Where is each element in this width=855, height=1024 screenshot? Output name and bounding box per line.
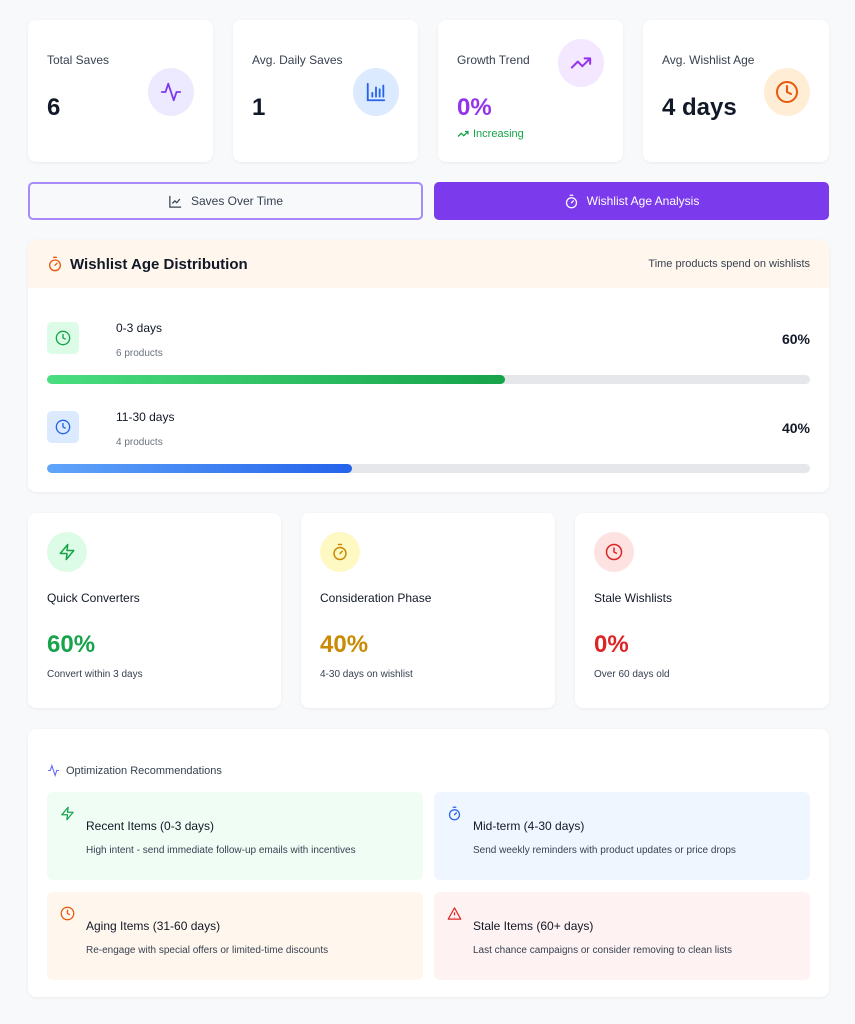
line-chart-icon [169,195,182,208]
stat-label: Avg. Wishlist Age [662,53,755,67]
recommendation-stale-items: Stale Items (60+ days) Last chance campa… [434,892,810,980]
stat-card-total-saves: Total Saves 6 [28,20,213,162]
bar-chart-icon [353,68,399,116]
stat-value: 0% [457,94,492,121]
recommendation-title: Stale Items (60+ days) [473,919,594,933]
segment-subtitle: Convert within 3 days [47,669,143,680]
recommendations-header: Optimization Recommendations [47,764,222,777]
distribution-header: Wishlist Age Distribution Time products … [28,240,829,288]
recommendation-desc: Re-engage with special offers or limited… [86,945,329,956]
tab-label: Wishlist Age Analysis [586,194,700,208]
timer-icon [448,806,461,821]
progress-fill [47,464,353,473]
zap-icon [47,532,87,572]
stat-label: Avg. Daily Saves [252,53,343,67]
recommendation-desc: Last chance campaigns or consider removi… [473,945,733,956]
segment-subtitle: Over 60 days old [594,669,670,680]
stat-card-avg-daily-saves: Avg. Daily Saves 1 [233,20,418,162]
stat-label: Total Saves [47,53,110,67]
distribution-title: Wishlist Age Distribution [70,255,248,273]
tab-label: Saves Over Time [190,194,284,208]
segment-title: Consideration Phase [320,591,432,605]
segment-value: 0% [594,631,629,658]
stat-card-growth-trend: Growth Trend 0% Increasing [438,20,623,162]
product-count: 4 products [116,437,163,448]
recommendation-desc: Send weekly reminders with product updat… [473,845,736,856]
distribution-subtitle: Time products spend on wishlists [648,258,810,270]
product-count: 6 products [116,348,163,359]
timer-icon [49,256,61,272]
segment-title: Quick Converters [47,591,140,605]
timer-icon [565,194,577,208]
clock-icon [764,68,810,116]
segment-value: 60% [47,631,96,658]
activity-icon [48,764,59,777]
trend-indicator: Increasing [457,128,524,140]
age-percent: 60% [781,331,810,347]
segment-card-consideration-phase: Consideration Phase 40% 4-30 days on wis… [301,513,555,708]
recommendations-title: Optimization Recommendations [66,764,222,777]
recommendation-title: Mid-term (4-30 days) [473,819,585,833]
age-percent: 40% [781,420,810,436]
progress-bar [47,375,810,384]
clock-icon [594,532,634,572]
recommendation-mid-term: Mid-term (4-30 days) Send weekly reminde… [434,792,810,880]
segment-subtitle: 4-30 days on wishlist [320,669,413,680]
tab-wishlist-age-analysis[interactable]: Wishlist Age Analysis [434,182,829,220]
tab-saves-over-time[interactable]: Saves Over Time [28,182,423,220]
trending-up-icon [558,39,604,87]
segment-card-stale-wishlists: Stale Wishlists 0% Over 60 days old [575,513,829,708]
recommendation-recent-items: Recent Items (0-3 days) High intent - se… [47,792,423,880]
recommendation-desc: High intent - send immediate follow-up e… [86,845,356,856]
alert-triangle-icon [447,907,462,920]
age-range-label: 0-3 days [116,321,163,335]
trending-up-icon [457,130,469,137]
recommendation-title: Aging Items (31-60 days) [86,919,221,933]
recommendations-card: Optimization Recommendations Recent Item… [28,729,829,997]
segment-value: 40% [320,631,369,658]
zap-icon [61,806,74,821]
age-range-label: 11-30 days [116,410,175,424]
stat-value: 6 [47,94,61,121]
activity-icon [148,68,194,116]
clock-icon [47,411,79,443]
stat-value: 4 days [662,94,737,121]
segment-card-quick-converters: Quick Converters 60% Convert within 3 da… [28,513,281,708]
clock-icon [60,906,75,921]
stat-value: 1 [252,94,266,121]
segment-title: Stale Wishlists [594,591,673,605]
timer-icon [320,532,360,572]
stat-card-avg-wishlist-age: Avg. Wishlist Age 4 days [643,20,829,162]
clock-icon [47,322,79,354]
trend-label: Increasing [473,128,524,140]
recommendation-title: Recent Items (0-3 days) [86,819,215,833]
wishlist-age-distribution-card: Wishlist Age Distribution Time products … [28,240,829,492]
progress-bar [47,464,810,473]
recommendation-aging-items: Aging Items (31-60 days) Re-engage with … [47,892,423,980]
progress-fill [47,375,505,384]
stat-label: Growth Trend [457,53,530,67]
